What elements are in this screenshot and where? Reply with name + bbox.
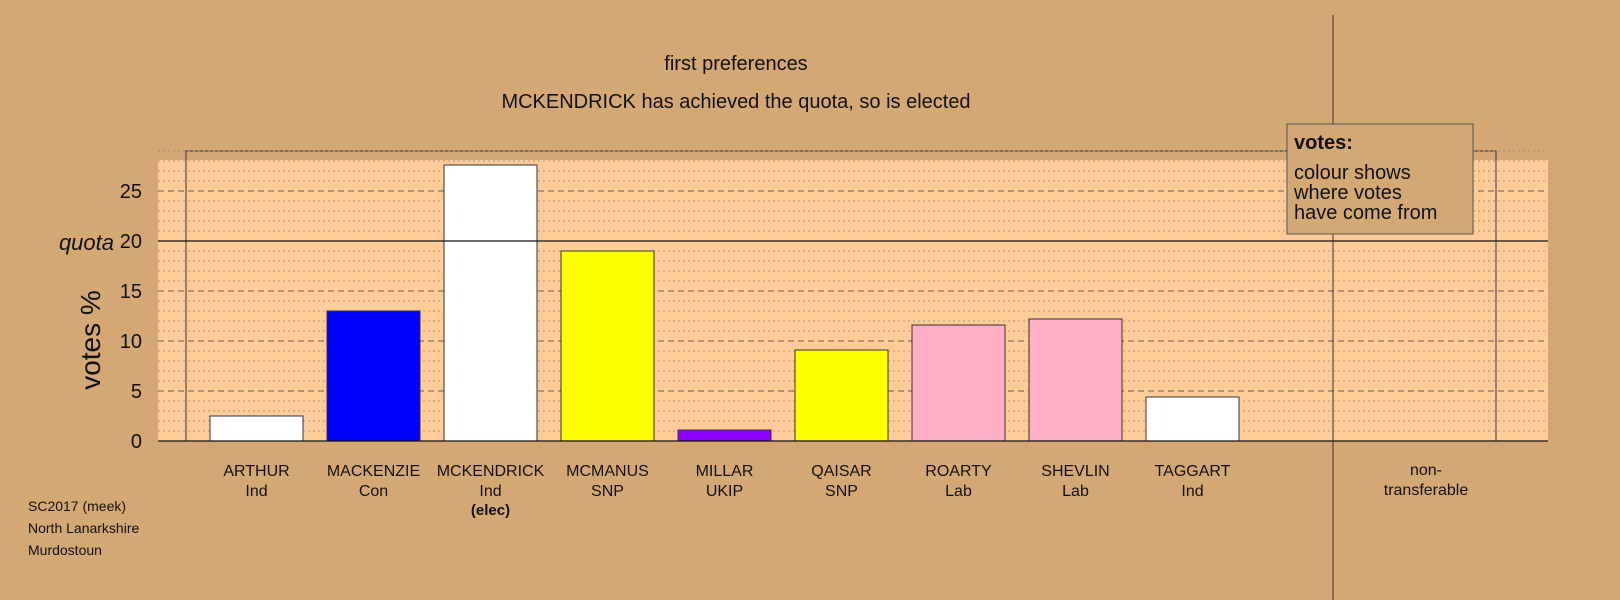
candidate-name-label: QAISAR: [811, 463, 871, 480]
legend-line: where votes: [1293, 182, 1402, 204]
bar-millar: [677, 429, 772, 442]
legend-title: votes:: [1294, 132, 1353, 154]
bar-arthur: [209, 415, 304, 442]
footer-credits: SC2017 (meek) North Lanarkshire Murdosto…: [28, 495, 139, 561]
party-label: Ind: [479, 483, 501, 500]
candidate-name-label: ROARTY: [925, 463, 992, 480]
y-tick-label: 20: [120, 231, 142, 253]
legend-line: colour shows: [1294, 162, 1411, 184]
bar-mackenzie: [326, 310, 421, 442]
y-tick-label: 25: [120, 181, 142, 203]
footer-line: North Lanarkshire: [28, 520, 140, 536]
y-tick-label: 0: [131, 431, 142, 453]
footer-line: SC2017 (meek): [28, 498, 127, 514]
party-label: Con: [359, 483, 388, 500]
bar-qaisar: [794, 349, 889, 442]
candidate-name-label: MACKENZIE: [327, 463, 420, 480]
legend-box: votes: colour shows where votes have com…: [1286, 123, 1474, 235]
party-label: Lab: [945, 483, 972, 500]
bar-mckendrick: [443, 164, 538, 442]
bar-shevlin: [1028, 318, 1123, 442]
y-tick-label: 15: [120, 281, 142, 303]
y-tick-label: 10: [120, 331, 142, 353]
legend-line: have come from: [1294, 202, 1437, 224]
party-label: Lab: [1062, 483, 1089, 500]
elected-note: (elec): [471, 502, 510, 519]
chart-subtitle: MCKENDRICK has achieved the quota, so is…: [501, 91, 970, 113]
candidate-name-label: TAGGART: [1155, 463, 1231, 480]
candidate-name-label: MCKENDRICK: [437, 463, 545, 480]
footer-line: Murdostoun: [28, 542, 102, 558]
y-tick-label: 5: [131, 381, 142, 403]
party-label: SNP: [825, 483, 858, 500]
candidate-name-label: MILLAR: [696, 463, 754, 480]
candidate-name-label: SHEVLIN: [1041, 463, 1109, 480]
bar-taggart: [1145, 396, 1240, 442]
party-label: Ind: [1181, 483, 1203, 500]
party-label: UKIP: [706, 483, 743, 500]
y-axis-label: votes %: [75, 290, 106, 390]
party-label: SNP: [591, 483, 624, 500]
bar-mcmanus: [560, 250, 655, 442]
candidate-name-label: ARTHUR: [223, 463, 289, 480]
nontransferable-label: transferable: [1384, 482, 1469, 499]
candidate-name-label: MCMANUS: [566, 463, 649, 480]
nontransferable-label: non-: [1410, 462, 1442, 479]
y-axis-ticks: 0 5 10 15 20 25: [120, 181, 142, 453]
x-axis-labels: ARTHUR Ind MACKENZIE Con MCKENDRICK Ind (elec)…: [223, 463, 1230, 519]
party-label: Ind: [245, 483, 267, 500]
bar-roarty: [911, 324, 1006, 442]
chart-title: first preferences: [664, 53, 807, 75]
quota-label: quota: [59, 230, 114, 255]
